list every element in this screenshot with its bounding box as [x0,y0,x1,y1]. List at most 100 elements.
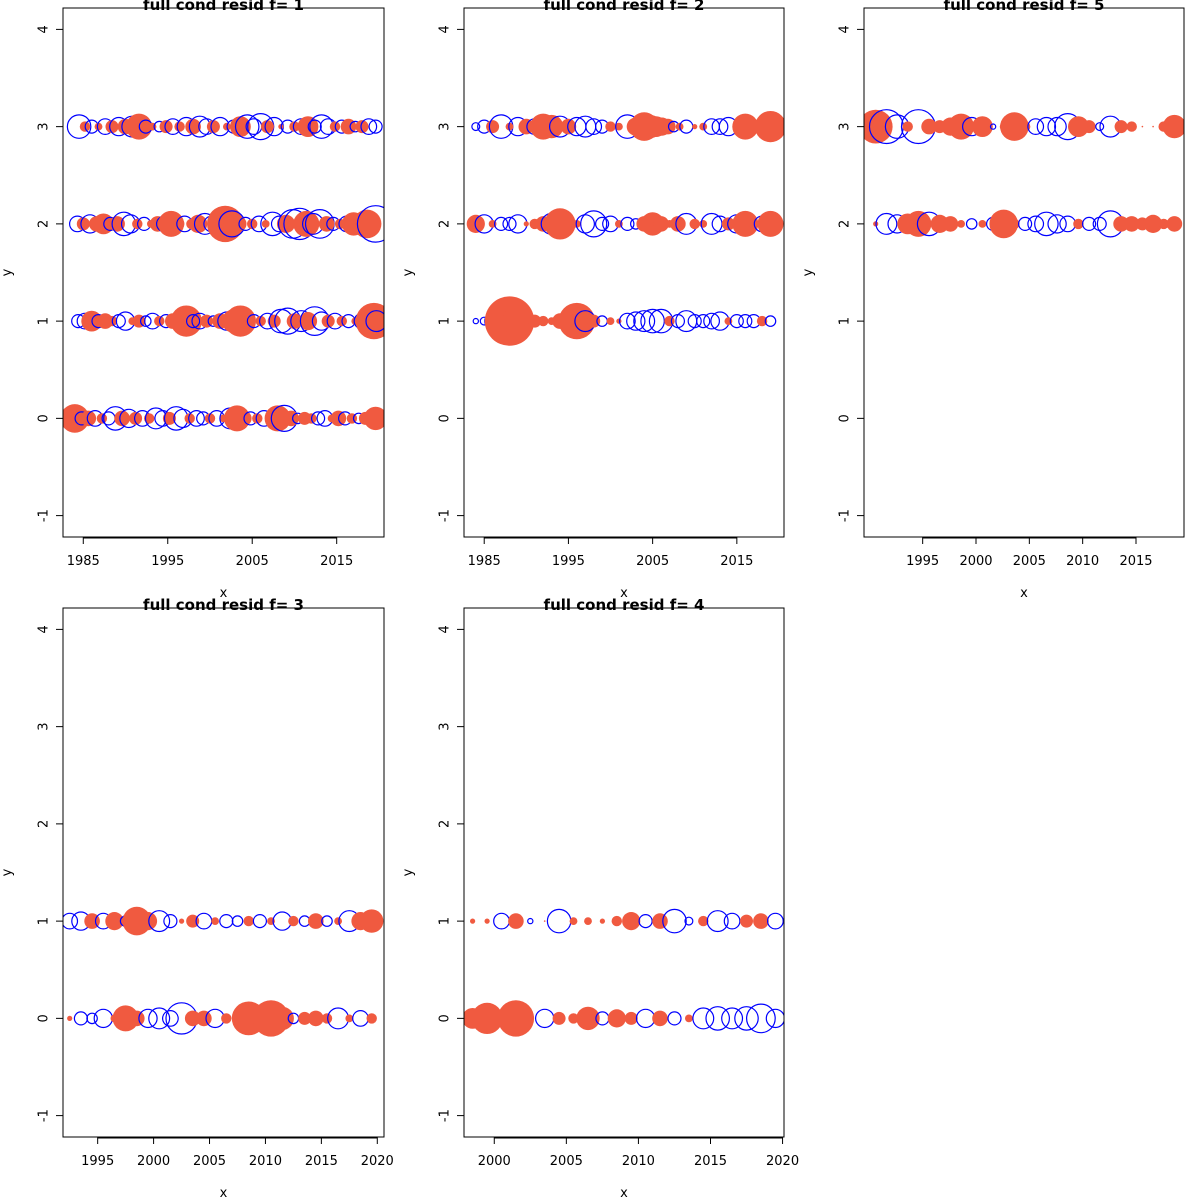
x-tick-label: 1995 [552,554,585,569]
negative-residual-point [721,1007,744,1030]
positive-residual-point [162,411,176,425]
positive-residual-point [112,1005,139,1032]
negative-residual-point [140,315,152,327]
positive-residual-point [616,318,622,324]
negative-residual-point [684,916,694,926]
point-group [63,112,384,433]
positive-residual-point [606,317,615,325]
positive-residual-point [740,914,753,928]
positive-residual-point [1019,121,1031,132]
y-tick-label: 0 [838,414,853,422]
positive-residual-point [732,210,759,237]
negative-residual-point [585,118,603,135]
negative-residual-point [638,913,653,929]
positive-residual-point [692,124,698,130]
positive-residual-point [605,121,616,132]
y-tick-label: 2 [438,220,453,228]
negative-residual-point [502,216,517,231]
positive-residual-point [158,210,185,237]
x-tick-label: 2000 [959,554,992,569]
positive-residual-point [1073,218,1084,230]
positive-residual-point [189,214,208,233]
positive-residual-point [260,120,274,134]
negative-residual-point [696,314,711,329]
positive-residual-point [184,413,195,424]
negative-residual-point [1034,211,1059,237]
y-tick-label: 0 [438,1014,453,1022]
negative-residual-point [368,119,383,134]
y-tick-label: 0 [37,1014,52,1022]
positive-residual-point [186,914,200,928]
negative-residual-point [66,114,92,139]
y-tick-label: 4 [37,625,52,633]
plot-frame [62,607,385,1138]
positive-residual-point [196,1010,212,1027]
y-axis-label: y [801,268,816,276]
positive-residual-point [544,208,576,240]
negative-residual-point [360,118,378,135]
negative-residual-point [989,123,997,130]
negative-residual-point [687,314,702,329]
positive-residual-point [753,913,769,929]
y-tick-label: -1 [438,1109,453,1122]
positive-residual-point [538,315,549,327]
x-tick-label: 1995 [151,554,184,569]
negative-residual-point [494,216,509,231]
plot-frame [62,7,385,538]
positive-residual-point [355,302,384,340]
positive-residual-point [732,113,759,140]
positive-residual-point [948,113,975,140]
negative-residual-point [675,310,698,333]
positive-residual-point [552,1011,566,1025]
negative-residual-point [546,908,572,934]
positive-residual-point [345,1014,354,1023]
y-tick-label: 2 [37,820,52,828]
positive-residual-point [1000,112,1029,141]
positive-residual-point [466,214,485,233]
negative-residual-point [73,1011,89,1026]
negative-residual-point [311,411,326,426]
positive-residual-point [1144,214,1163,233]
positive-residual-point [622,912,641,931]
positive-residual-point [114,410,130,427]
positive-residual-point [942,216,959,232]
x-tick-label: 2005 [193,1154,226,1169]
x-axis-label: x [620,586,628,601]
x-tick-label: 2005 [636,554,669,569]
positive-residual-point [94,122,103,131]
negative-residual-point [307,119,322,134]
positive-residual-point [1126,121,1137,132]
y-tick-label: 1 [37,317,52,325]
negative-residual-point [734,1006,759,1031]
positive-residual-point [363,406,384,431]
positive-residual-point [184,1010,201,1027]
negative-residual-point [365,310,384,333]
negative-residual-point [1036,116,1057,137]
positive-residual-point [276,214,296,233]
chart-title: full cond resid f= 5 [944,0,1105,14]
positive-residual-point [505,122,514,131]
positive-residual-point [352,209,382,239]
x-tick-label: 2015 [320,554,353,569]
negative-residual-point [472,317,479,325]
point-group [466,111,784,346]
negative-residual-point [231,915,244,927]
x-tick-label: 2015 [694,1154,727,1169]
positive-residual-point [539,114,564,139]
positive-residual-point [171,217,185,231]
negative-residual-point [161,1010,179,1027]
x-tick-label: 2015 [720,554,753,569]
y-tick-label: 4 [438,25,453,33]
negative-residual-point [535,1008,555,1029]
negative-residual-point [1017,216,1033,231]
positive-residual-point [902,121,913,132]
positive-residual-point [518,118,535,135]
negative-residual-point [667,1011,682,1026]
negative-residual-point [471,122,481,132]
positive-residual-point [105,120,119,134]
positive-residual-point [221,1013,232,1024]
x-tick-label: 2000 [137,1154,170,1169]
positive-residual-point [288,915,299,927]
positive-residual-point [652,913,668,929]
